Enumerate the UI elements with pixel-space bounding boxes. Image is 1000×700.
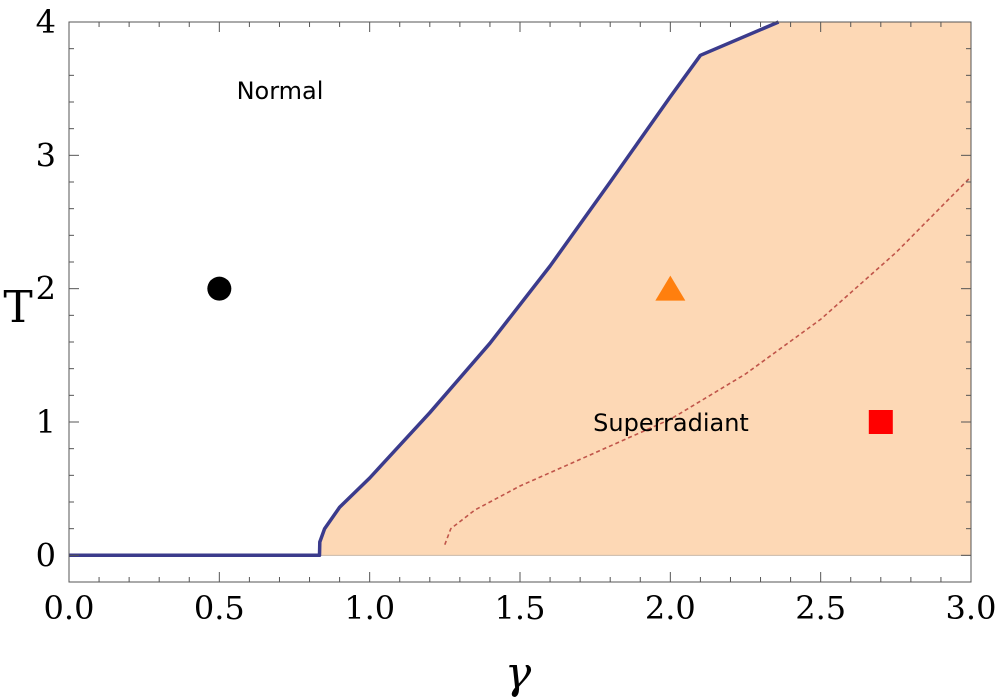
annotation-normal: Normal [237,77,324,105]
x-tick-label: 0.0 [44,589,95,627]
y-tick-label: 4 [36,3,56,41]
annotation-superradiant: Superradiant [593,409,749,437]
critical-line [69,20,780,558]
y-tick-label: 1 [36,403,56,441]
triangle-marker [655,275,686,301]
x-tick-label: 3.0 [946,589,997,627]
y-tick-label: 2 [36,270,56,308]
x-tick-label: 1.0 [344,589,395,627]
circle-marker [207,276,232,301]
superradiant-region [319,22,971,556]
x-tick-label: 0.5 [194,589,245,627]
critical-line-layer [69,20,780,558]
y-tick-label: 3 [36,136,56,174]
y-axis-label: T [3,282,32,333]
x-tick-label: 1.5 [495,589,546,627]
superradiant-region-layer [319,22,971,556]
x-tick-label: 2.0 [645,589,696,627]
square-marker [868,410,893,434]
y-tick-label: 0 [36,536,56,574]
markers-layer [207,275,893,434]
ticks-layer: 0.0 0.5 1.0 1.5 2.0 2.5 3.0 0 1 2 3 4 [36,3,997,627]
x-tick-label: 2.5 [795,589,846,627]
x-axis-label: γ [505,648,532,699]
